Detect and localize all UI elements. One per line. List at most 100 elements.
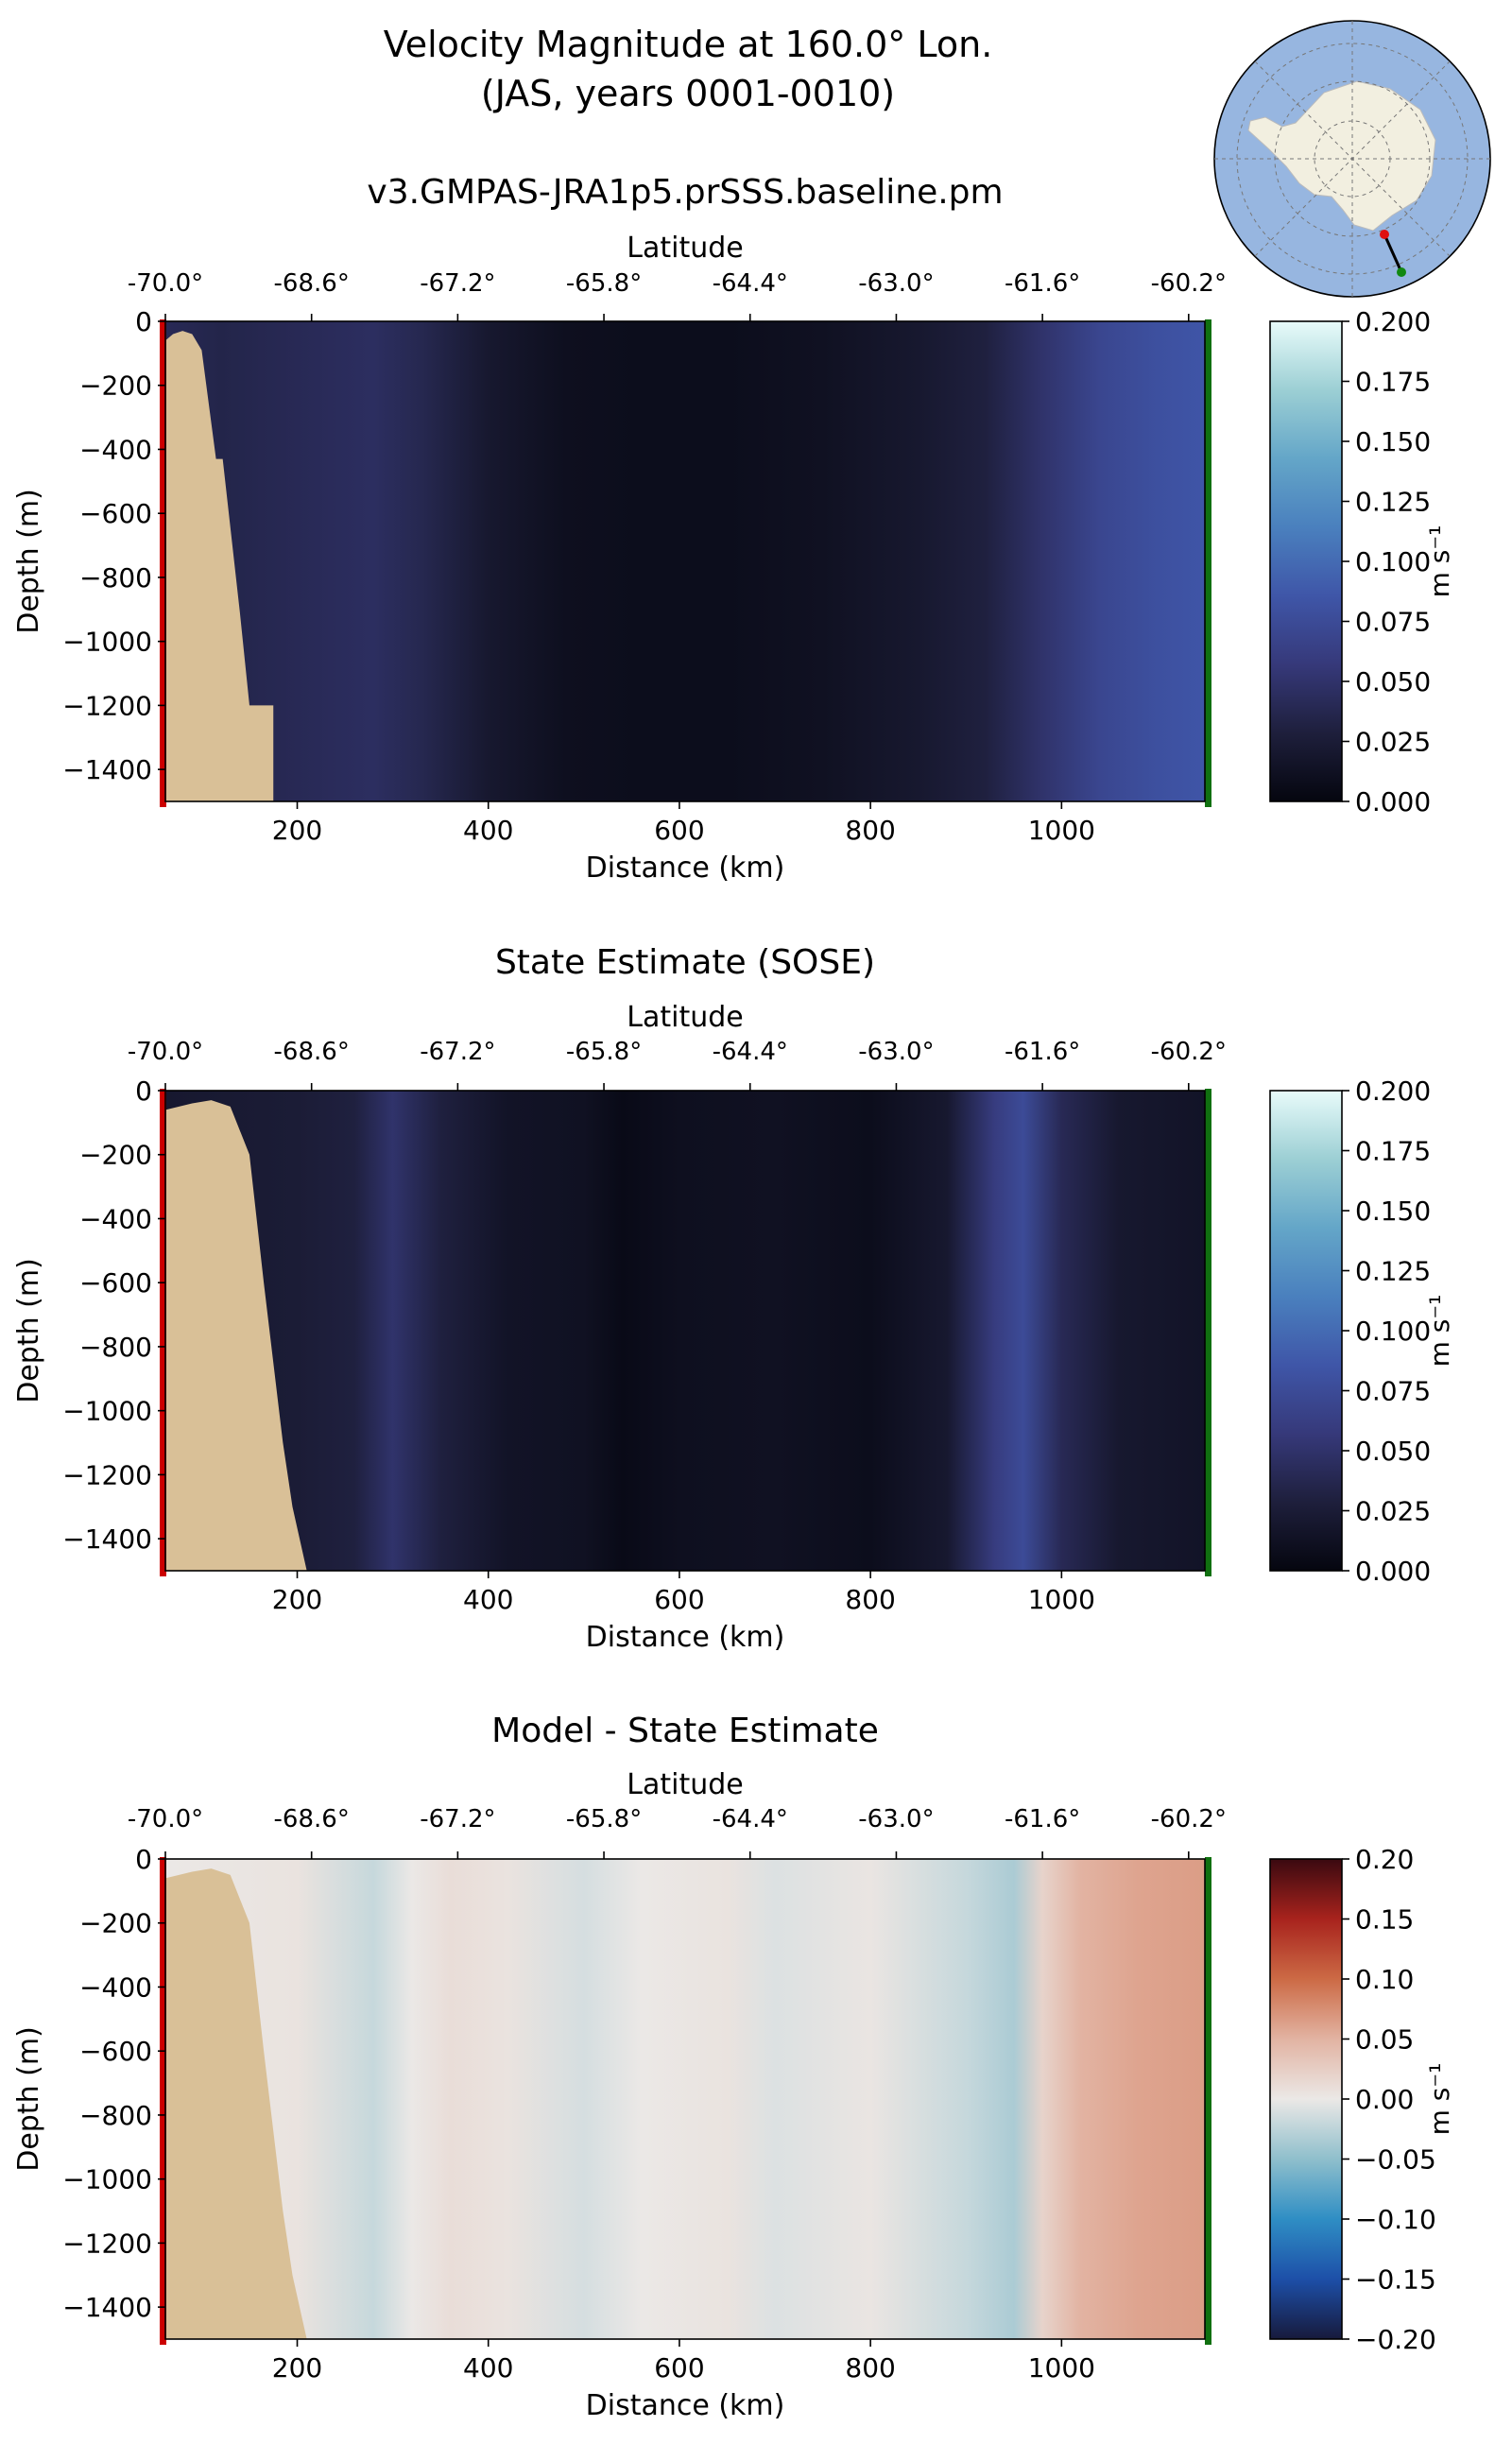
lat-tick-label: -61.6° [1005, 1038, 1080, 1066]
x-tick-label: 200 [272, 815, 322, 846]
colorbar-tick-label: 0.075 [1355, 607, 1431, 638]
inset-transect-line [1383, 233, 1403, 273]
x-tick-label: 1000 [1028, 2352, 1095, 2384]
lat-tick-label: -67.2° [420, 269, 495, 298]
y-axis-label: Depth (m) [12, 489, 45, 634]
lat-tick-label: -70.0° [128, 1805, 203, 1833]
x-tick-label: 400 [463, 2352, 513, 2384]
x-tick-label: 800 [845, 815, 895, 846]
plot-frame [164, 1090, 1206, 1572]
lat-tick-label: -67.2° [420, 1805, 495, 1833]
lat-tick-label: -64.4° [713, 1038, 788, 1066]
y-tick-label: −1200 [62, 1459, 152, 1490]
inset-graticule [1214, 21, 1490, 297]
colorbar-tick-label: 0.025 [1355, 1496, 1431, 1527]
y-tick-label: −600 [79, 2036, 152, 2067]
lat-tick-label: -61.6° [1005, 1805, 1080, 1833]
inset-end-marker [1397, 267, 1406, 277]
y-tick-label: 0 [135, 1844, 152, 1875]
y-tick-label: 0 [135, 1076, 152, 1107]
transect-end-edge [1205, 1857, 1211, 2345]
y-tick-label: −400 [79, 434, 152, 465]
lat-tick-label: -63.0° [858, 1805, 934, 1833]
lat-tick-label: -63.0° [858, 269, 934, 298]
inset-start-marker [1380, 230, 1389, 239]
colorbar [1269, 1858, 1343, 2340]
bathymetry-land [165, 1868, 307, 2339]
colorbar-tick-label: 0.00 [1355, 2084, 1414, 2115]
colorbar-tick-label: 0.200 [1355, 1076, 1431, 1107]
heatmap-field [165, 321, 1205, 801]
antarctica-polar-map-icon [1213, 20, 1491, 298]
x-axis-label: Distance (km) [586, 1621, 785, 1654]
x-tick-label: 1000 [1028, 815, 1095, 846]
bathymetry-land [165, 331, 274, 801]
y-tick-label: −1400 [62, 2292, 152, 2323]
panel-model: v3.GMPAS-JRA1p5.prSSS.baseline.pm Latitud… [12, 173, 1455, 885]
figure-title-line1: Velocity Magnitude at 160.0° Lon. [384, 24, 993, 65]
lat-tick-label: -60.2° [1151, 269, 1227, 298]
colorbar-tick-label: 0.150 [1355, 1196, 1431, 1227]
colorbar-tick-label: 0.000 [1355, 1556, 1431, 1587]
x-tick-label: 600 [654, 2352, 704, 2384]
colorbar-tick-label: 0.100 [1355, 546, 1431, 577]
lat-tick-label: -65.8° [566, 1038, 642, 1066]
colorbar [1269, 320, 1343, 802]
lat-tick-label: -68.6° [274, 1038, 350, 1066]
x-tick-label: 400 [463, 1584, 513, 1615]
colorbar-label: m s⁻¹ [1424, 1295, 1455, 1368]
y-tick-label: −800 [79, 2100, 152, 2131]
colorbar-tick-label: 0.175 [1355, 367, 1431, 398]
y-tick-label: −1000 [62, 2164, 152, 2195]
x-tick-label: 600 [654, 1584, 704, 1615]
colorbar-tick-label: 0.000 [1355, 786, 1431, 817]
colorbar-tick-label: 0.05 [1355, 2024, 1414, 2056]
lat-tick-label: -60.2° [1151, 1805, 1227, 1833]
y-tick-label: −200 [79, 1140, 152, 1171]
top-axis-label: Latitude [627, 232, 743, 265]
colorbar-tick-label: 0.025 [1355, 727, 1431, 758]
lat-tick-label: -65.8° [566, 269, 642, 298]
y-tick-label: −200 [79, 370, 152, 402]
y-tick-label: −1400 [62, 754, 152, 785]
transect-start-edge [160, 1089, 166, 1576]
plot-frame [164, 320, 1206, 802]
lat-tick-label: -61.6° [1005, 269, 1080, 298]
panel-difference: Model - State Estimate Latitude 0 −200 −400 −… [12, 1712, 1455, 2422]
y-tick-label: −800 [79, 1332, 152, 1363]
colorbar-tick-label: 0.125 [1355, 487, 1431, 518]
y-tick-label: −600 [79, 1267, 152, 1299]
y-tick-label: −1000 [62, 627, 152, 658]
lat-tick-label: -60.2° [1151, 1038, 1227, 1066]
y-tick-label: −1000 [62, 1396, 152, 1427]
x-tick-label: 400 [463, 815, 513, 846]
colorbar-tick-label: 0.20 [1355, 1844, 1414, 1875]
y-tick-label: −200 [79, 1908, 152, 1939]
lat-tick-label: -68.6° [274, 1805, 350, 1833]
colorbar-tick-label: 0.050 [1355, 1436, 1431, 1467]
colorbar-tick-label: 0.125 [1355, 1256, 1431, 1287]
colorbar-tick-label: 0.100 [1355, 1316, 1431, 1347]
lat-tick-label: -65.8° [566, 1805, 642, 1833]
transect-end-edge [1205, 319, 1211, 807]
y-tick-label: −1200 [62, 690, 152, 721]
panel-title: Model - State Estimate [491, 1712, 879, 1750]
x-tick-label: 800 [845, 2352, 895, 2384]
colorbar-tick-label: −0.20 [1355, 2324, 1436, 2355]
figure-title-line2: (JAS, years 0001-0010) [481, 73, 895, 114]
x-tick-label: 600 [654, 815, 704, 846]
lat-tick-label: -70.0° [128, 1038, 203, 1066]
y-tick-label: −800 [79, 562, 152, 594]
x-tick-label: 200 [272, 2352, 322, 2384]
colorbar-tick-label: 0.10 [1355, 1964, 1414, 1995]
colorbar-label: m s⁻¹ [1424, 2063, 1455, 2136]
transect-start-edge [160, 319, 166, 807]
colorbar-tick-label: −0.10 [1355, 2204, 1436, 2235]
top-axis-label: Latitude [627, 1001, 743, 1034]
y-tick-label: −400 [79, 1971, 152, 2003]
x-axis-label: Distance (km) [586, 2389, 785, 2422]
lat-tick-label: -67.2° [420, 1038, 495, 1066]
bathymetry-land [165, 1100, 307, 1571]
lat-tick-label: -63.0° [858, 1038, 934, 1066]
